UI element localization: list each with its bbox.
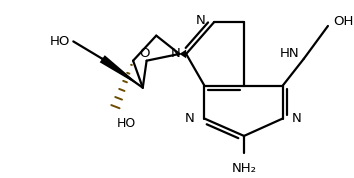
- Text: NH₂: NH₂: [232, 162, 257, 175]
- Text: HO: HO: [117, 117, 136, 130]
- Text: OH: OH: [333, 15, 353, 28]
- Text: HN: HN: [279, 48, 299, 61]
- Text: N: N: [196, 14, 205, 27]
- Text: N: N: [292, 112, 302, 125]
- Text: N: N: [185, 112, 195, 125]
- Text: O: O: [139, 48, 150, 61]
- Polygon shape: [179, 50, 186, 58]
- Polygon shape: [100, 55, 143, 88]
- Text: N: N: [171, 48, 181, 61]
- Text: HO: HO: [50, 35, 70, 48]
